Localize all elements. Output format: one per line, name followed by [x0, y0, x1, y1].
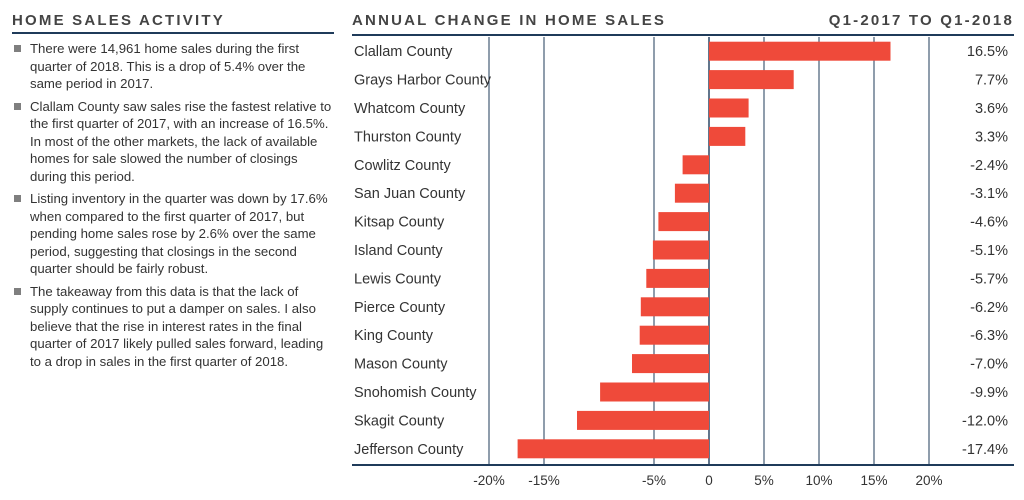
value-label: 3.6%	[975, 101, 1008, 117]
data-bar	[646, 268, 709, 288]
data-bar	[517, 439, 709, 459]
home-sales-activity-panel: HOME SALES ACTIVITY There were 14,961 ho…	[12, 12, 334, 375]
value-label: 7.7%	[975, 73, 1008, 89]
value-label: 3.3%	[975, 129, 1008, 145]
value-label: -2.4%	[970, 158, 1008, 174]
category-label: Cowlitz County	[354, 158, 451, 174]
x-tick-label: -5%	[642, 473, 666, 488]
category-label: Grays Harbor County	[354, 73, 492, 89]
data-bar	[674, 183, 709, 203]
category-label: Thurston County	[354, 129, 462, 145]
value-label: 16.5%	[967, 44, 1008, 60]
x-tick-label: 5%	[754, 473, 774, 488]
x-tick-label: 15%	[860, 473, 887, 488]
bullet-item: Listing inventory in the quarter was dow…	[12, 190, 334, 278]
category-label: Clallam County	[354, 44, 453, 60]
x-tick-label: 0	[705, 473, 713, 488]
category-label: San Juan County	[354, 186, 466, 202]
data-bar	[652, 240, 709, 260]
bullet-item: Clallam County saw sales rise the fastes…	[12, 98, 334, 186]
data-bar	[632, 354, 709, 374]
category-label: Pierce County	[354, 300, 446, 316]
section-heading: HOME SALES ACTIVITY	[12, 12, 334, 34]
data-bar	[600, 382, 709, 402]
data-bar	[577, 410, 709, 430]
category-label: Jefferson County	[354, 442, 464, 458]
x-tick-label: 10%	[805, 473, 832, 488]
value-label: -9.9%	[970, 385, 1008, 401]
value-label: -5.1%	[970, 243, 1008, 259]
data-bar	[639, 325, 709, 345]
data-bar	[682, 155, 709, 175]
value-label: -3.1%	[970, 186, 1008, 202]
value-label: -12.0%	[962, 413, 1008, 429]
value-label: -5.7%	[970, 271, 1008, 287]
x-tick-label: -20%	[473, 473, 505, 488]
chart-panel: ANNUAL CHANGE IN HOME SALES Q1-2017 TO Q…	[352, 12, 1014, 492]
category-label: Snohomish County	[354, 385, 477, 401]
category-label: Lewis County	[354, 271, 442, 287]
data-bar	[709, 98, 749, 118]
chart-title: ANNUAL CHANGE IN HOME SALES	[352, 12, 667, 29]
category-label: King County	[354, 328, 434, 344]
bullet-item: There were 14,961 home sales during the …	[12, 40, 334, 93]
x-tick-label: 20%	[915, 473, 942, 488]
category-label: Island County	[354, 243, 443, 259]
category-label: Skagit County	[354, 413, 445, 429]
category-label: Mason County	[354, 357, 448, 373]
value-label: -6.2%	[970, 300, 1008, 316]
bullet-item: The takeaway from this data is that the …	[12, 283, 334, 371]
chart-header: ANNUAL CHANGE IN HOME SALES Q1-2017 TO Q…	[352, 12, 1014, 36]
data-bar	[709, 41, 891, 61]
category-label: Kitsap County	[354, 215, 445, 231]
value-label: -4.6%	[970, 215, 1008, 231]
x-tick-label: -15%	[528, 473, 560, 488]
value-label: -17.4%	[962, 442, 1008, 458]
bullet-list: There were 14,961 home sales during the …	[12, 40, 334, 370]
data-bar	[709, 126, 746, 146]
category-label: Whatcom County	[354, 101, 466, 117]
data-bar	[709, 70, 794, 90]
value-label: -7.0%	[970, 357, 1008, 373]
data-bar	[658, 212, 709, 232]
bar-chart: Clallam County 16.5% Grays Harbor County 7.…	[352, 37, 1014, 488]
value-label: -6.3%	[970, 328, 1008, 344]
chart-period: Q1-2017 TO Q1-2018	[828, 12, 1014, 29]
data-bar	[640, 297, 709, 317]
